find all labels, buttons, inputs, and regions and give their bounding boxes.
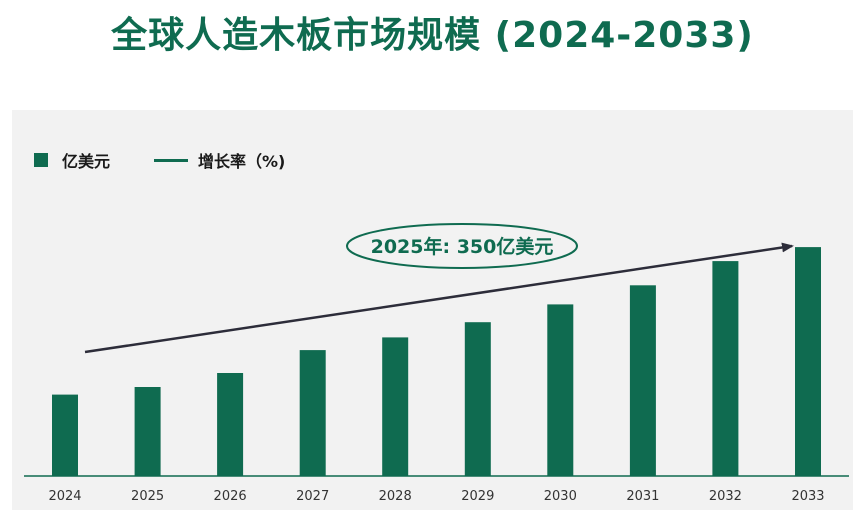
bar-2026 xyxy=(217,373,244,476)
legend-item-bars: 亿美元 xyxy=(34,148,110,172)
trend-arrow xyxy=(84,242,794,354)
bar-2030 xyxy=(547,304,574,476)
x-tick-label-2032: 2032 xyxy=(709,489,742,504)
x-tick-labels: 2024 2025 2026 2027 2028 2029 2030 2031 2032 2033 xyxy=(48,489,824,504)
x-tick-label-2025: 2025 xyxy=(131,489,164,504)
legend: 亿美元 增长率（%) xyxy=(34,148,329,172)
x-tick-label-2033: 2033 xyxy=(791,489,824,504)
x-tick-label-2030: 2030 xyxy=(544,489,577,504)
x-tick-label-2029: 2029 xyxy=(461,489,494,504)
legend-bar-swatch xyxy=(34,153,48,167)
bar-2028 xyxy=(382,337,409,476)
bar-2031 xyxy=(629,285,656,476)
bars-layer xyxy=(52,247,821,476)
bar-2024 xyxy=(52,394,78,476)
annotation-text: 2025年: 350亿美元 xyxy=(371,235,554,258)
chart-title: 全球人造木板市场规模 (2024-2033) xyxy=(111,15,754,56)
legend-bar-label: 亿美元 xyxy=(62,152,111,171)
legend-item-line: 增长率（%) xyxy=(154,148,285,172)
x-tick-label-2031: 2031 xyxy=(626,489,659,504)
x-tick-label-2024: 2024 xyxy=(48,489,81,504)
bar-2033 xyxy=(795,247,821,476)
legend-line-label: 增长率（%) xyxy=(198,152,286,171)
bar-2027 xyxy=(299,350,326,476)
bar-2032 xyxy=(712,261,739,476)
bar-2029 xyxy=(464,322,491,476)
x-tick-label-2027: 2027 xyxy=(296,489,329,504)
x-tick-label-2028: 2028 xyxy=(379,489,412,504)
bar-2025 xyxy=(134,387,161,476)
legend-line-swatch xyxy=(154,158,189,162)
x-tick-label-2026: 2026 xyxy=(214,489,247,504)
annotation-ellipse xyxy=(346,223,578,269)
